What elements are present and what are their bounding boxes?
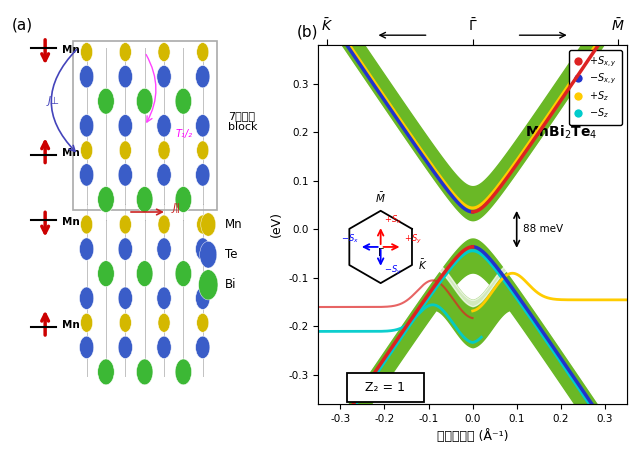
- Circle shape: [195, 336, 210, 359]
- Circle shape: [157, 164, 171, 186]
- Circle shape: [197, 313, 209, 332]
- Circle shape: [119, 43, 131, 62]
- Circle shape: [158, 43, 170, 62]
- Text: 7原子層
block: 7原子層 block: [228, 111, 257, 132]
- Text: T₁/₂: T₁/₂: [175, 129, 192, 139]
- Circle shape: [158, 313, 170, 332]
- Circle shape: [197, 215, 209, 234]
- Circle shape: [200, 241, 217, 268]
- Text: $-S_y$: $-S_y$: [385, 264, 402, 277]
- Circle shape: [136, 187, 153, 212]
- Text: MnBi$_2$Te$_4$: MnBi$_2$Te$_4$: [525, 123, 597, 141]
- Text: $\bar{M}$: $\bar{M}$: [376, 191, 386, 205]
- Circle shape: [195, 66, 210, 88]
- Circle shape: [157, 287, 171, 309]
- Circle shape: [175, 88, 192, 114]
- Circle shape: [175, 187, 192, 212]
- Circle shape: [195, 287, 210, 309]
- Text: Mn: Mn: [225, 218, 242, 231]
- Circle shape: [119, 215, 131, 234]
- Text: J⊥: J⊥: [48, 96, 59, 106]
- Text: Mn: Mn: [62, 148, 80, 158]
- Circle shape: [118, 114, 132, 137]
- Circle shape: [175, 261, 192, 286]
- Text: $-S_x$: $-S_x$: [341, 233, 359, 245]
- Text: Mn: Mn: [62, 217, 80, 227]
- Circle shape: [157, 114, 171, 137]
- Circle shape: [98, 261, 114, 286]
- Circle shape: [119, 141, 131, 160]
- Circle shape: [119, 313, 131, 332]
- Circle shape: [195, 114, 210, 137]
- Bar: [73, 41, 217, 210]
- Text: Z₂ = 1: Z₂ = 1: [365, 381, 405, 394]
- Circle shape: [136, 261, 153, 286]
- Text: $+S_x$: $+S_x$: [385, 213, 402, 226]
- Circle shape: [136, 88, 153, 114]
- X-axis label: 电子运动量 (Å⁻¹): 电子运动量 (Å⁻¹): [437, 429, 509, 443]
- Circle shape: [157, 66, 171, 88]
- Circle shape: [80, 336, 94, 359]
- Text: Te: Te: [225, 248, 237, 261]
- Text: $\bar{K}$: $\bar{K}$: [417, 258, 427, 272]
- Text: (b): (b): [297, 25, 318, 40]
- Circle shape: [118, 66, 132, 88]
- Circle shape: [118, 287, 132, 309]
- Circle shape: [80, 238, 94, 260]
- Y-axis label: (eV): (eV): [270, 211, 283, 238]
- Circle shape: [197, 141, 209, 160]
- Circle shape: [80, 313, 93, 332]
- Text: 88 meV: 88 meV: [523, 224, 563, 234]
- Circle shape: [195, 238, 210, 260]
- Text: (a): (a): [12, 18, 33, 33]
- Circle shape: [98, 88, 114, 114]
- Circle shape: [195, 164, 210, 186]
- Circle shape: [201, 213, 216, 236]
- Text: Mn: Mn: [62, 320, 80, 330]
- Text: $\Gamma$: $\Gamma$: [377, 247, 385, 258]
- Circle shape: [80, 43, 93, 62]
- Text: Bi: Bi: [225, 278, 237, 291]
- Circle shape: [158, 215, 170, 234]
- Circle shape: [136, 359, 153, 385]
- Circle shape: [118, 336, 132, 359]
- Text: Mn: Mn: [62, 45, 80, 55]
- Circle shape: [199, 270, 218, 300]
- Circle shape: [118, 164, 132, 186]
- Circle shape: [98, 187, 114, 212]
- Circle shape: [158, 141, 170, 160]
- Circle shape: [80, 141, 93, 160]
- Circle shape: [98, 359, 114, 385]
- Circle shape: [118, 238, 132, 260]
- Circle shape: [175, 359, 192, 385]
- Circle shape: [157, 336, 171, 359]
- Circle shape: [80, 287, 94, 309]
- FancyBboxPatch shape: [347, 373, 424, 402]
- Circle shape: [157, 238, 171, 260]
- Polygon shape: [349, 211, 412, 283]
- Circle shape: [80, 114, 94, 137]
- Circle shape: [80, 66, 94, 88]
- Circle shape: [80, 164, 94, 186]
- Text: J∥: J∥: [172, 202, 181, 213]
- Legend: $+S_{x,y}$, $-S_{x,y}$, $+S_z$, $-S_z$: $+S_{x,y}$, $-S_{x,y}$, $+S_z$, $-S_z$: [569, 50, 622, 125]
- Circle shape: [197, 43, 209, 62]
- Circle shape: [80, 215, 93, 234]
- Text: $+S_y$: $+S_y$: [404, 233, 422, 246]
